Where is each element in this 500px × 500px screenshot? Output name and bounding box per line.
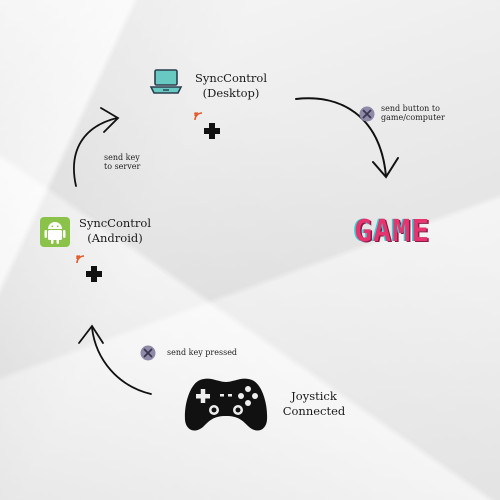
android-title: SyncControl (78, 216, 152, 230)
joystick-icon (184, 378, 268, 431)
edge-label-line1: send button to (381, 104, 440, 113)
edge-label-line2: to server (104, 162, 141, 171)
android-node-label: SyncControl (Android) (72, 216, 158, 246)
laptop-icon (149, 69, 183, 94)
gamepad-dpad-icon (194, 112, 220, 139)
edge-label-send-key-to-server: send key to server (104, 153, 140, 171)
arrow-joystick-to-android (78, 324, 152, 395)
android-subtitle: (Android) (87, 231, 143, 245)
edge-label-send-key-pressed: send key pressed (167, 348, 238, 357)
edge-label-line1: send key (104, 153, 140, 162)
joystick-subtitle: Connected (282, 404, 346, 418)
joystick-title: Joystick (291, 389, 337, 403)
joystick-node-label: Joystick Connected (274, 389, 354, 419)
cross-button-icon (140, 345, 156, 361)
arrow-desktop-to-game (295, 97, 399, 179)
desktop-subtitle: (Desktop) (202, 86, 260, 100)
desktop-node-label: SyncControl (Desktop) (188, 71, 274, 101)
game-logo: GAME (354, 214, 431, 249)
desktop-title: SyncControl (194, 71, 268, 85)
edge-label-line2: game/computer (381, 113, 445, 122)
cross-button-icon (359, 106, 375, 122)
android-icon (40, 217, 70, 247)
edge-label-send-button: send button to game/computer (381, 104, 445, 122)
gamepad-dpad-icon (76, 255, 102, 282)
arrow-android-to-desktop (73, 107, 120, 187)
